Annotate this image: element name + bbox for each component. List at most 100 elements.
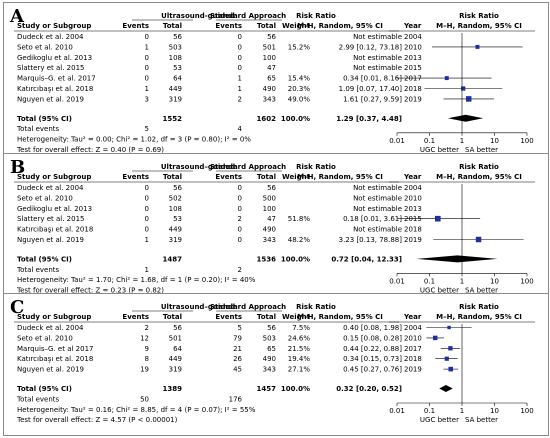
total-ultrasound-sum: 1389: [163, 385, 183, 393]
total-standard: 500: [263, 194, 276, 202]
effect-marker: [461, 86, 466, 91]
study-year: 2004: [404, 184, 422, 192]
total-label: Total (95% CI): [17, 385, 72, 393]
overall-effect-test: Test for overall effect: Z = 4.57 (P < 0…: [16, 416, 178, 424]
heterogeneity-stats: Heterogeneity: Tau² = 1.70; Chi² = 1.68,…: [17, 276, 256, 284]
study-name: Nguyen et al. 2019: [17, 95, 84, 103]
study-year: 2010: [404, 43, 422, 51]
study-name: Dudeck et al. 2004: [17, 33, 84, 41]
effect-marker: [465, 96, 472, 102]
rr-column-subtitle: M–H, Random, 95% CI: [297, 22, 383, 30]
total-standard: 100: [263, 205, 276, 213]
study-year: 2019: [404, 366, 422, 374]
events-standard: 0: [238, 33, 242, 41]
study-row: Gedikoglu et al. 2013 0 108 0 100 Not estimab…: [17, 205, 422, 213]
favours-right-label: SA better: [465, 416, 498, 424]
risk-ratio-ci: Not estimable: [353, 184, 402, 192]
study-year: 2013: [404, 54, 422, 62]
study-year: 2017: [404, 75, 422, 83]
risk-ratio-ci: Not estimable: [353, 194, 402, 202]
group1-header: Ultrasound-guided: [161, 12, 235, 20]
total-standard: 56: [267, 184, 276, 192]
events1-header: Events: [122, 313, 149, 321]
study-row: Katırcıbaşı et al. 2018 8 449 26 490 19.4% 0.3…: [17, 355, 458, 363]
pooled-diamond: [439, 385, 453, 392]
panel-label: C: [10, 297, 25, 318]
total-ultrasound: 56: [173, 184, 182, 192]
events-standard: 45: [233, 366, 242, 374]
total-standard-sum: 1536: [257, 255, 277, 263]
study-row: Seto et al. 2010 12 501 79 503 24.6% 0.15 [0.0…: [17, 334, 445, 342]
study-year: 2018: [404, 85, 422, 93]
overall-effect-test: Test for overall effect: Z = 0.40 (P = 0…: [16, 146, 164, 154]
study-weight: 48.2%: [288, 236, 311, 244]
total1-header: Total: [163, 313, 182, 321]
total-ultrasound: 319: [169, 366, 182, 374]
events-standard: 5: [238, 324, 242, 332]
total-ultrasound: 108: [169, 205, 182, 213]
total-ultrasound: 108: [169, 54, 182, 62]
total-standard: 56: [267, 324, 276, 332]
study-weight: 24.6%: [288, 334, 311, 342]
study-name: Nguyen et al. 2019: [17, 236, 84, 244]
effect-marker: [444, 356, 449, 361]
total1-header: Total: [163, 22, 182, 30]
events-standard: 0: [238, 226, 242, 234]
rr-plot-subtitle: M–H, Random, 95% CI: [436, 173, 522, 181]
study-row: Nguyen et al. 2019 19 319 45 343 27.1% 0.45 [0…: [17, 366, 459, 374]
group1-header: Ultrasound–guided: [161, 163, 235, 171]
total-ultrasound: 56: [173, 33, 182, 41]
events-standard: 0: [238, 54, 242, 62]
rr-column-subtitle: M–H, Random, 95% CI: [297, 313, 383, 321]
rr-plot-subtitle: M–H, Random, 95% CI: [436, 22, 522, 30]
total-standard: 343: [263, 366, 276, 374]
total-ultrasound: 53: [173, 64, 182, 72]
events1-header: Events: [122, 22, 149, 30]
study-year: 2018: [404, 355, 422, 363]
study-name: Katırcıbaşı et al. 2018: [17, 355, 93, 363]
study-name: Marquis–G. et al 2017: [17, 345, 93, 353]
total-weight: 100.0%: [281, 255, 310, 263]
total-ultrasound: 53: [173, 215, 182, 223]
total-ultrasound-sum: 1487: [163, 255, 183, 263]
favours-left-label: UGC better: [420, 416, 459, 424]
rr-column-title: Risk Ratio: [296, 303, 336, 311]
events-standard: 1: [238, 75, 242, 83]
pooled-risk-ratio: 0.32 [0.20, 0.52]: [336, 385, 402, 393]
total-ultrasound: 503: [169, 43, 182, 51]
study-column-header: Study or Subgroup: [17, 173, 91, 181]
events-ultrasound: 1: [145, 85, 149, 93]
risk-ratio-ci: Not estimable: [353, 205, 402, 213]
rr-plot-title: Risk Ratio: [459, 303, 499, 311]
panel-label: A: [10, 6, 24, 27]
study-name: Slattery et al. 2015: [17, 215, 85, 223]
events-ultrasound: 0: [145, 205, 149, 213]
x-tick-label: 0.1: [424, 407, 435, 415]
total-ultrasound: 56: [173, 324, 182, 332]
total-standard: 47: [267, 215, 276, 223]
total-ultrasound: 501: [169, 334, 182, 342]
total-standard: 501: [263, 43, 276, 51]
risk-ratio-ci: 0.18 [0.01, 3.61]: [343, 215, 402, 223]
risk-ratio-ci: Not estimable: [353, 33, 402, 41]
events-ultrasound: 0: [145, 33, 149, 41]
study-year: 2010: [404, 194, 422, 202]
total-events-standard: 2: [238, 266, 242, 274]
study-weight: 51.8%: [288, 215, 311, 223]
events-ultrasound: 0: [145, 64, 149, 72]
risk-ratio-ci: Not estimable: [353, 226, 402, 234]
events-ultrasound: 1: [145, 236, 149, 244]
year-header: Year: [403, 173, 422, 181]
events-standard: 21: [233, 345, 242, 353]
total-ultrasound: 502: [169, 194, 182, 202]
effect-marker: [447, 325, 451, 330]
effect-marker: [444, 76, 449, 81]
total-standard-sum: 1602: [257, 115, 277, 123]
favours-left-label: UGC better: [420, 146, 459, 154]
effect-marker: [475, 236, 482, 243]
rr-plot-subtitle: M–H, Random, 95% CI: [436, 313, 522, 321]
risk-ratio-ci: 0.44 [0.22, 0.88]: [343, 345, 402, 353]
total-standard: 100: [263, 54, 276, 62]
events-ultrasound: 0: [145, 54, 149, 62]
